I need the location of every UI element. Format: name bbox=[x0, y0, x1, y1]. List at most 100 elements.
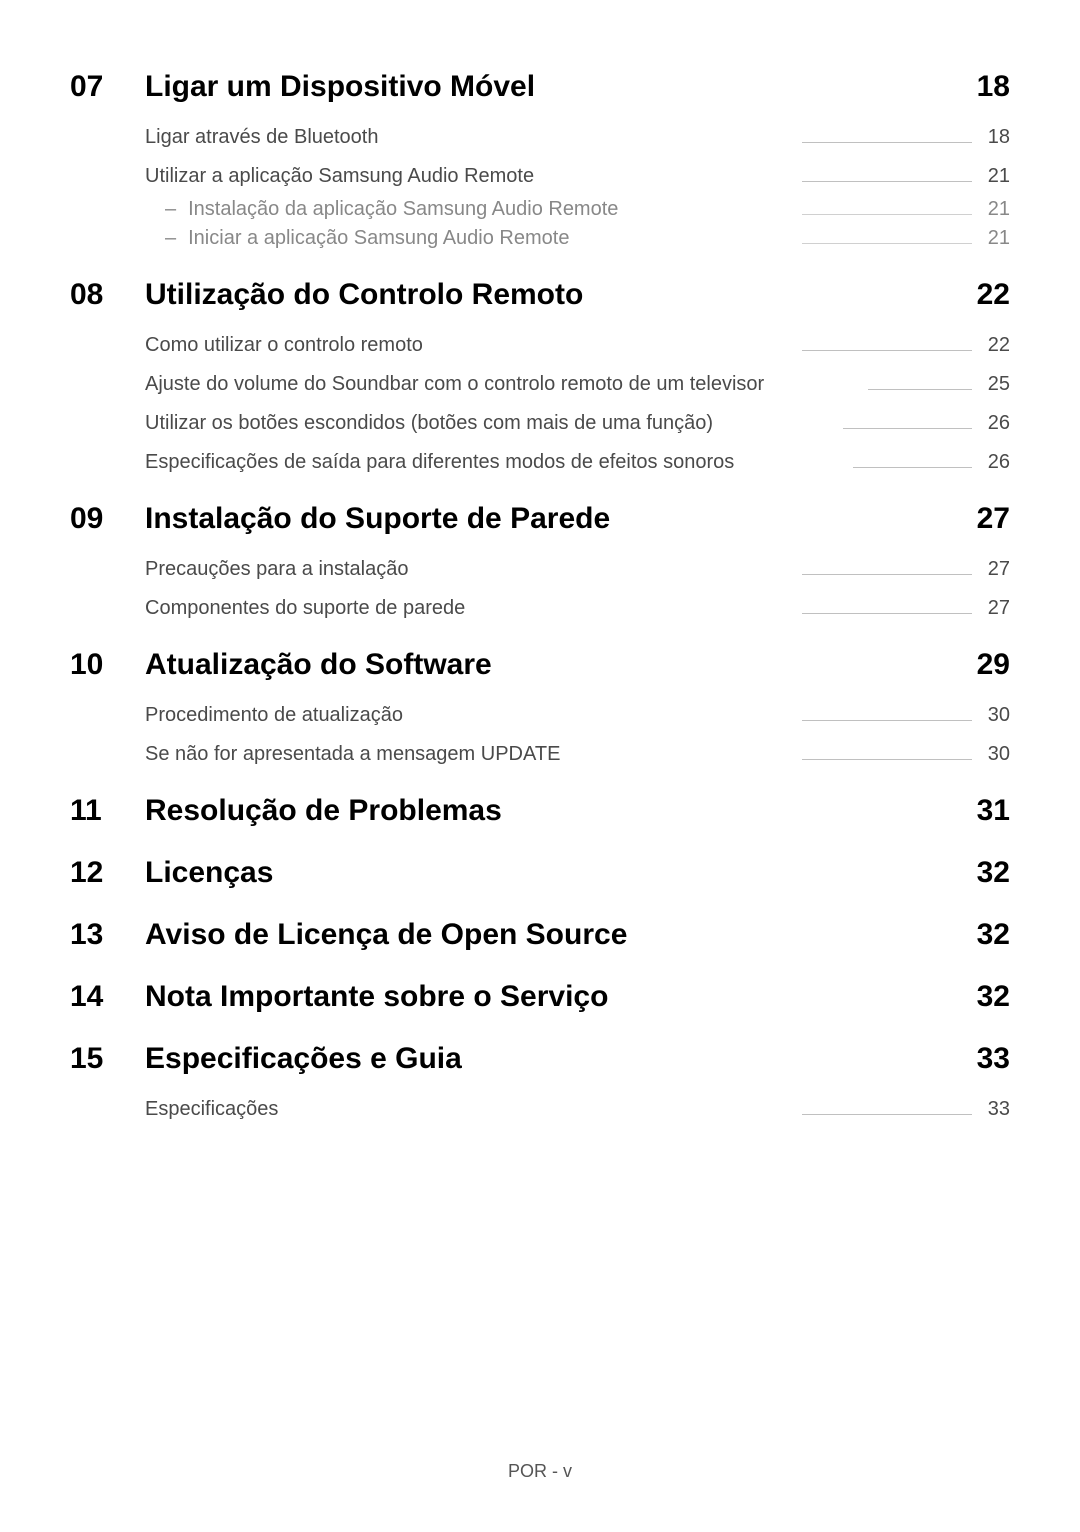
toc-section: 07Ligar um Dispositivo Móvel18Ligar atra… bbox=[70, 70, 1010, 250]
section-number: 14 bbox=[70, 980, 145, 1014]
sub-entry-page: 30 bbox=[980, 704, 1010, 727]
leader-line bbox=[802, 214, 972, 215]
toc-sub-entry: Como utilizar o controlo remoto 22 bbox=[145, 334, 1010, 357]
leader-line bbox=[853, 467, 972, 468]
leader-line bbox=[802, 720, 972, 721]
toc-section: 13Aviso de Licença de Open Source32 bbox=[70, 918, 1010, 952]
section-number: 15 bbox=[70, 1042, 145, 1076]
sub-entry-text: Precauções para a instalação bbox=[145, 558, 409, 581]
sub-entry-text: Como utilizar o controlo remoto bbox=[145, 334, 423, 357]
sub-group: Precauções para a instalação 27 bbox=[70, 558, 1010, 581]
sub-entry-text: Ajuste do volume do Soundbar com o contr… bbox=[145, 373, 764, 396]
section-page: 32 bbox=[960, 980, 1010, 1014]
section-header: 09Instalação do Suporte de Parede27 bbox=[70, 502, 1010, 536]
sub-entry-page: 26 bbox=[980, 451, 1010, 474]
toc-sub-entry: Utilizar os botões escondidos (botões co… bbox=[145, 412, 1010, 435]
page-footer: POR - v bbox=[0, 1461, 1080, 1482]
sub-entry-page: 30 bbox=[980, 743, 1010, 766]
sub-entry-text: Componentes do suporte de parede bbox=[145, 597, 465, 620]
toc-section: 15Especificações e Guia33Especificações3… bbox=[70, 1042, 1010, 1121]
toc-section: 14Nota Importante sobre o Serviço32 bbox=[70, 980, 1010, 1014]
sub-group: Como utilizar o controlo remoto 22 bbox=[70, 334, 1010, 357]
leader-line bbox=[802, 350, 972, 351]
section-page: 31 bbox=[960, 794, 1010, 828]
section-page: 32 bbox=[960, 918, 1010, 952]
sub-entry-page: 33 bbox=[980, 1098, 1010, 1121]
dash-icon: – bbox=[165, 227, 176, 250]
section-header: 08Utilização do Controlo Remoto22 bbox=[70, 278, 1010, 312]
toc-sub-entry: Procedimento de atualização 30 bbox=[145, 704, 1010, 727]
section-header: 10Atualização do Software29 bbox=[70, 648, 1010, 682]
sub-group: Procedimento de atualização 30 bbox=[70, 704, 1010, 727]
section-number: 10 bbox=[70, 648, 145, 682]
section-page: 27 bbox=[960, 502, 1010, 536]
sub-entry-page: 22 bbox=[980, 334, 1010, 357]
section-number: 12 bbox=[70, 856, 145, 890]
section-header: 12Licenças32 bbox=[70, 856, 1010, 890]
section-page: 32 bbox=[960, 856, 1010, 890]
sub-group: Utilizar a aplicação Samsung Audio Remot… bbox=[70, 165, 1010, 250]
section-header: 13Aviso de Licença de Open Source32 bbox=[70, 918, 1010, 952]
section-page: 33 bbox=[960, 1042, 1010, 1076]
section-number: 09 bbox=[70, 502, 145, 536]
leader-line bbox=[843, 428, 972, 429]
section-number: 07 bbox=[70, 70, 145, 104]
toc-sub-entry: Se não for apresentada a mensagem UPDATE… bbox=[145, 743, 1010, 766]
toc-section: 09Instalação do Suporte de Parede27Preca… bbox=[70, 502, 1010, 620]
toc-section: 10Atualização do Software29 Procedimento … bbox=[70, 648, 1010, 766]
leader-line bbox=[802, 759, 972, 760]
sub-group: Especificações de saída para diferentes … bbox=[70, 451, 1010, 474]
toc-sub-sub-entry: –Instalação da aplicação Samsung Audio R… bbox=[165, 198, 1010, 221]
section-page: 22 bbox=[960, 278, 1010, 312]
sub-entry-page: 25 bbox=[980, 373, 1010, 396]
section-title: Ligar um Dispositivo Móvel bbox=[145, 70, 960, 104]
sub-entry-text: Especificações bbox=[145, 1098, 278, 1121]
section-title: Resolução de Problemas bbox=[145, 794, 960, 828]
section-page: 29 bbox=[960, 648, 1010, 682]
section-number: 08 bbox=[70, 278, 145, 312]
section-title: Instalação do Suporte de Parede bbox=[145, 502, 960, 536]
section-header: 15Especificações e Guia33 bbox=[70, 1042, 1010, 1076]
section-title: Nota Importante sobre o Serviço bbox=[145, 980, 960, 1014]
sub-sub-page: 21 bbox=[980, 227, 1010, 250]
section-header: 07Ligar um Dispositivo Móvel18 bbox=[70, 70, 1010, 104]
table-of-contents: 07Ligar um Dispositivo Móvel18Ligar atra… bbox=[70, 70, 1010, 1121]
sub-group: Ajuste do volume do Soundbar com o contr… bbox=[70, 373, 1010, 396]
sub-group: Se não for apresentada a mensagem UPDATE… bbox=[70, 743, 1010, 766]
sub-entry-page: 26 bbox=[980, 412, 1010, 435]
toc-sub-entry: Ajuste do volume do Soundbar com o contr… bbox=[145, 373, 1010, 396]
dash-icon: – bbox=[165, 198, 176, 221]
sub-entry-text: Procedimento de atualização bbox=[145, 704, 403, 727]
toc-sub-entry: Utilizar a aplicação Samsung Audio Remot… bbox=[145, 165, 1010, 188]
toc-section: 12Licenças32 bbox=[70, 856, 1010, 890]
sub-group: Utilizar os botões escondidos (botões co… bbox=[70, 412, 1010, 435]
section-title: Licenças bbox=[145, 856, 960, 890]
section-header: 11Resolução de Problemas31 bbox=[70, 794, 1010, 828]
section-number: 13 bbox=[70, 918, 145, 952]
sub-entry-page: 21 bbox=[980, 165, 1010, 188]
sub-entry-page: 27 bbox=[980, 558, 1010, 581]
toc-sub-entry: Ligar através de Bluetooth18 bbox=[145, 126, 1010, 149]
sub-entry-page: 27 bbox=[980, 597, 1010, 620]
toc-section: 08Utilização do Controlo Remoto22 Como ut… bbox=[70, 278, 1010, 474]
sub-sub-text: Iniciar a aplicação Samsung Audio Remote bbox=[188, 227, 569, 250]
sub-entry-text: Especificações de saída para diferentes … bbox=[145, 451, 734, 474]
section-title: Aviso de Licença de Open Source bbox=[145, 918, 960, 952]
sub-entry-page: 18 bbox=[980, 126, 1010, 149]
section-number: 11 bbox=[70, 794, 145, 828]
section-title: Especificações e Guia bbox=[145, 1042, 960, 1076]
leader-line bbox=[802, 142, 972, 143]
sub-entry-text: Utilizar os botões escondidos (botões co… bbox=[145, 412, 713, 435]
leader-line bbox=[868, 389, 972, 390]
leader-line bbox=[802, 574, 972, 575]
toc-section: 11Resolução de Problemas31 bbox=[70, 794, 1010, 828]
leader-line bbox=[802, 1114, 972, 1115]
leader-line bbox=[802, 181, 972, 182]
sub-group: Componentes do suporte de parede 27 bbox=[70, 597, 1010, 620]
section-page: 18 bbox=[960, 70, 1010, 104]
toc-sub-entry: Especificações de saída para diferentes … bbox=[145, 451, 1010, 474]
sub-group: Especificações 33 bbox=[70, 1098, 1010, 1121]
sub-entry-text: Utilizar a aplicação Samsung Audio Remot… bbox=[145, 165, 534, 188]
sub-group: Ligar através de Bluetooth18 bbox=[70, 126, 1010, 149]
leader-line bbox=[802, 243, 972, 244]
